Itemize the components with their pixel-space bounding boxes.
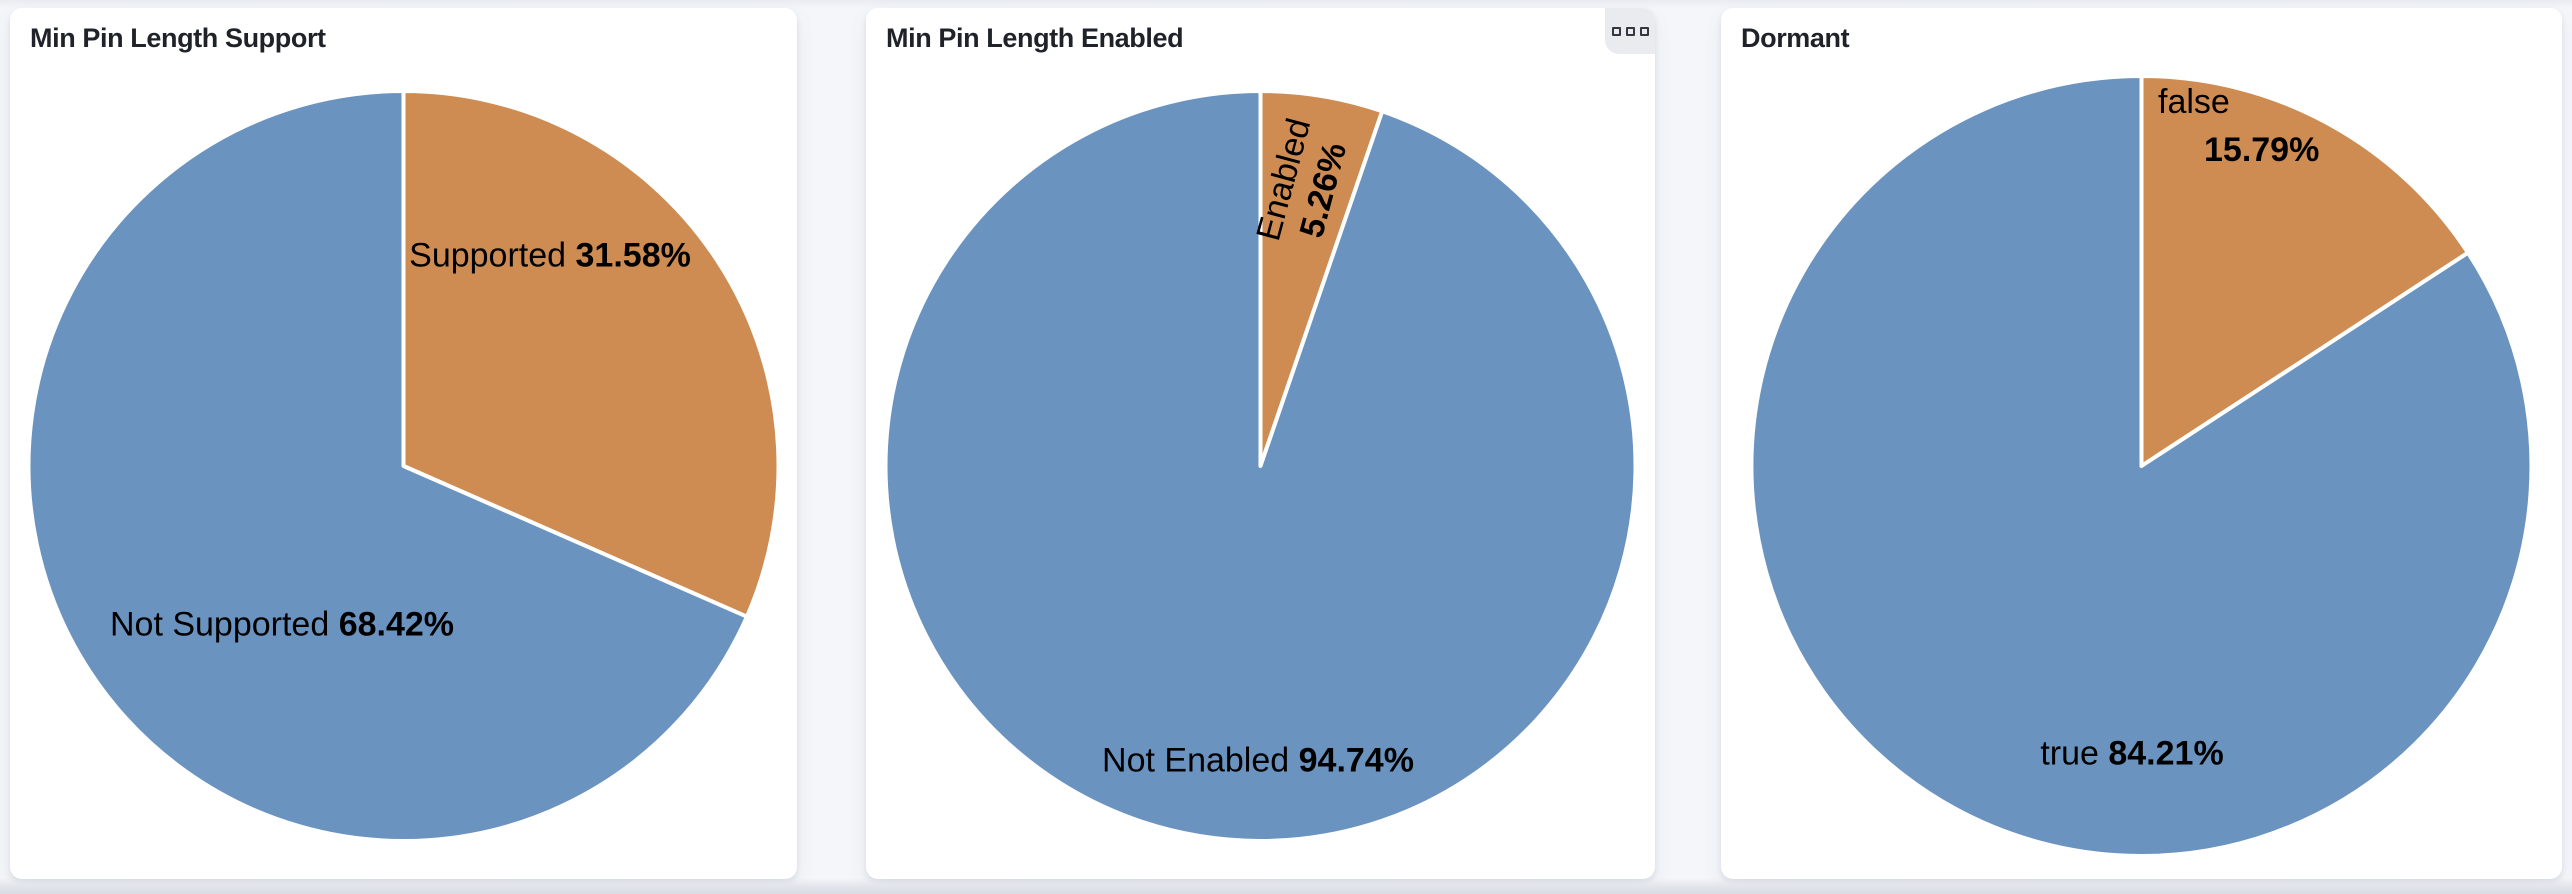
boxes-horizontal-icon [1611, 26, 1621, 36]
panel-title[interactable]: Min Pin Length Enabled [886, 23, 1184, 53]
pie-slice-not-supported[interactable] [26, 89, 749, 843]
pie-slice-supported[interactable] [401, 89, 781, 619]
boxes-horizontal-icon [1625, 26, 1635, 36]
panel-options-button[interactable] [1605, 8, 1655, 54]
panel-min-pin-length-enabled: Min Pin Length Enabled Enabled 5.26% Not E… [866, 8, 1655, 879]
panel-title[interactable]: Min Pin Length Support [30, 23, 326, 53]
pie-slice-false[interactable] [2139, 74, 2470, 468]
pie-chart [1749, 74, 2534, 858]
panel-title[interactable]: Dormant [1741, 23, 1850, 53]
pie-chart [26, 89, 781, 843]
pie-slice-not-enabled[interactable] [883, 89, 1638, 843]
panel-dormant: Dormant false 15.79% true 84.21% [1721, 8, 2562, 879]
pie-chart [883, 89, 1638, 843]
pie-slice-true[interactable] [1749, 74, 2534, 858]
panel-min-pin-length-support: Min Pin Length Support Supported 31.58% N… [10, 8, 797, 879]
boxes-horizontal-icon [1639, 26, 1649, 36]
